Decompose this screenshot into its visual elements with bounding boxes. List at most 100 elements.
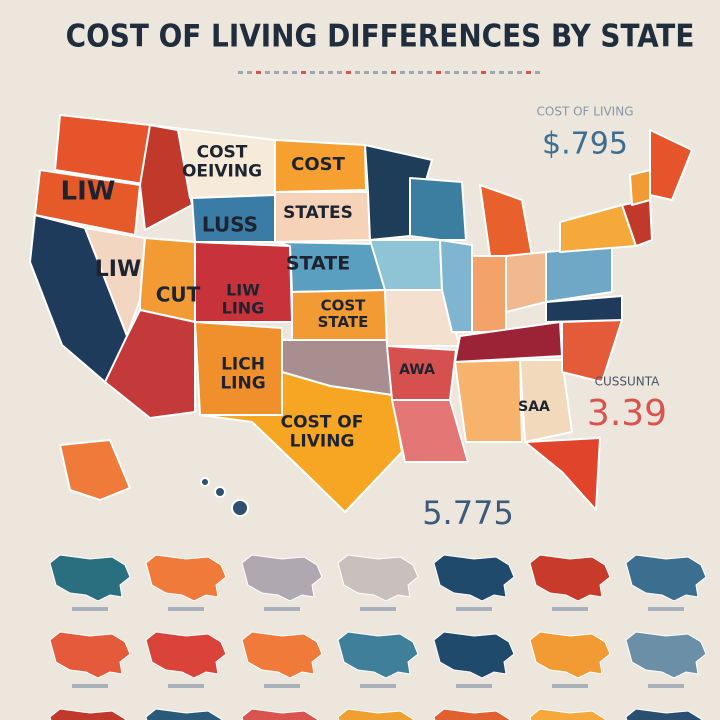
- mini-caption: [72, 607, 108, 611]
- mini-map: [625, 631, 707, 688]
- map-label: STATE: [318, 313, 369, 331]
- mini-map: [433, 708, 510, 720]
- mini-map: [529, 554, 611, 611]
- dot: [436, 71, 441, 74]
- dot: [391, 71, 396, 74]
- mini-map: [337, 708, 414, 720]
- mini-caption: [264, 607, 300, 611]
- mini-caption: [360, 607, 396, 611]
- state: [199, 371, 403, 513]
- mini-shape: [145, 631, 227, 679]
- state: [274, 139, 367, 193]
- dot: [337, 71, 342, 74]
- map-label: OEIVING: [182, 161, 262, 181]
- state: [139, 237, 196, 323]
- map-label: STATES: [283, 203, 353, 223]
- mini-map: [241, 554, 323, 611]
- mini-caption: [456, 684, 492, 688]
- mini-map: [241, 708, 318, 720]
- state: [104, 309, 196, 419]
- mini-shape: [433, 708, 510, 720]
- dot: [526, 71, 531, 74]
- dot: [274, 71, 279, 74]
- map-label: STATE: [286, 253, 350, 275]
- mini-caption: [168, 684, 204, 688]
- map-label: LIW: [95, 257, 141, 282]
- mini-caption: [168, 607, 204, 611]
- map-label: COST: [321, 296, 367, 314]
- map-label: AWA: [399, 362, 435, 378]
- mini-caption: [360, 684, 396, 688]
- dot: [319, 71, 324, 74]
- mini-shape: [49, 631, 131, 679]
- mini-map: [145, 631, 227, 688]
- island: [214, 486, 226, 498]
- state: [524, 437, 601, 511]
- dot: [238, 71, 243, 74]
- mini-shape: [241, 631, 323, 679]
- map-label: COST OF: [281, 413, 364, 433]
- side-stats: COST OF LIVING $.795 CUSSUNTA 3.39 5.775: [422, 105, 667, 533]
- map-label: LING: [220, 373, 265, 393]
- mini-maps: [49, 554, 707, 720]
- stat-label: COST OF LIVING: [537, 105, 634, 119]
- dot: [535, 71, 540, 74]
- dot: [400, 71, 405, 74]
- mini-map: [529, 708, 606, 720]
- mini-caption: [264, 684, 300, 688]
- mini-caption: [552, 607, 588, 611]
- map-label: LING: [222, 298, 265, 317]
- state: [505, 251, 547, 313]
- state: [439, 239, 473, 333]
- state: [409, 177, 467, 241]
- mini-shape: [529, 554, 611, 602]
- mini-shape: [337, 708, 414, 720]
- mini-map: [529, 631, 611, 688]
- mini-caption: [648, 684, 684, 688]
- dot: [346, 71, 351, 74]
- stat-value: $.795: [542, 127, 628, 162]
- dot: [283, 71, 288, 74]
- mini-map: [337, 554, 419, 611]
- dot: [409, 71, 414, 74]
- mini-map: [49, 631, 131, 688]
- mini-shape: [433, 631, 515, 679]
- stat-label: CUSSUNTA: [595, 375, 661, 389]
- title-decoration: [238, 71, 540, 74]
- dot: [373, 71, 378, 74]
- mini-map: [241, 631, 323, 688]
- dot: [247, 71, 252, 74]
- mini-map: [337, 631, 419, 688]
- mini-caption: [72, 684, 108, 688]
- title: COST OF LIVING DIFFERENCES BY STATE: [66, 19, 695, 55]
- dot: [382, 71, 387, 74]
- mini-map: [49, 708, 126, 720]
- stat-value: 5.775: [422, 494, 514, 532]
- state: [34, 169, 141, 236]
- dot: [427, 71, 432, 74]
- dot: [490, 71, 495, 74]
- mini-shape: [337, 631, 419, 679]
- mini-map: [625, 708, 702, 720]
- map-label: LICH: [221, 355, 265, 375]
- mini-map: [49, 554, 131, 611]
- state: [471, 255, 507, 333]
- mini-map: [145, 554, 227, 611]
- dot: [508, 71, 513, 74]
- dot: [445, 71, 450, 74]
- map-label: SAA: [518, 399, 550, 415]
- mini-map: [433, 631, 515, 688]
- mini-shape: [49, 554, 131, 602]
- mini-shape: [49, 708, 126, 720]
- dot: [454, 71, 459, 74]
- mini-shape: [241, 708, 318, 720]
- map-label: LUSS: [202, 213, 258, 237]
- mini-caption: [456, 607, 492, 611]
- mini-caption: [648, 607, 684, 611]
- mini-shape: [145, 554, 227, 602]
- dot: [499, 71, 504, 74]
- mini-map: [625, 554, 707, 611]
